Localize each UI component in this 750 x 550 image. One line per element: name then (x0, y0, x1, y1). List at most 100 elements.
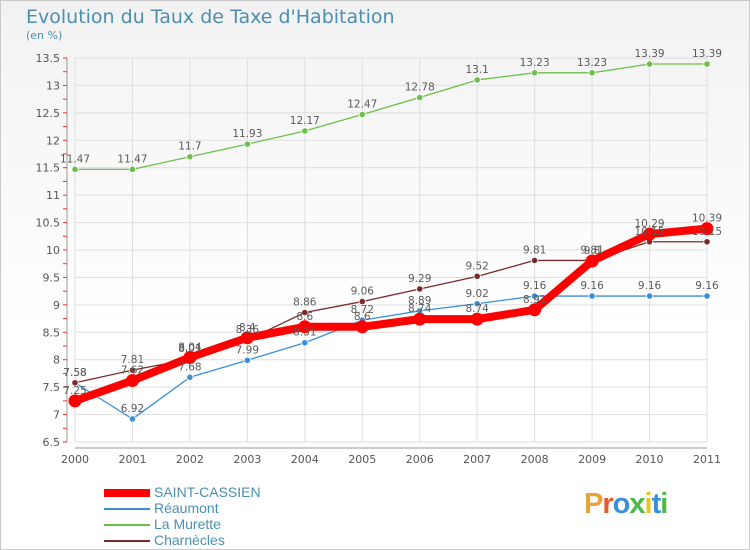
legend-label-reaumont: Réaumont (154, 500, 219, 516)
legend-swatch-reaumont (104, 508, 150, 510)
data-point (243, 140, 251, 148)
logo-letter: o (612, 488, 631, 520)
data-point (703, 60, 711, 68)
data-label: 9.16 (580, 280, 604, 292)
y-tick-label: 13.5 (36, 52, 61, 65)
data-point (645, 60, 654, 68)
data-label: 10.15 (635, 226, 665, 238)
data-point (413, 312, 427, 326)
data-label: 13.39 (635, 48, 665, 60)
data-point (301, 339, 309, 347)
series-line-la-murette (75, 63, 707, 171)
data-point (588, 292, 596, 300)
data-point (128, 165, 137, 173)
data-label: 8.6 (296, 311, 313, 323)
logo-letter: t (651, 488, 662, 520)
legend-label-saint-cassien: SAINT-CASSIEN (154, 484, 261, 500)
data-point (470, 312, 484, 326)
data-label: 10.15 (692, 226, 722, 238)
data-point (240, 331, 254, 345)
data-label: 7.68 (178, 361, 201, 373)
data-label: 8.4 (239, 322, 256, 334)
data-label: 6.92 (121, 403, 144, 415)
data-label: 7.81 (121, 354, 144, 366)
y-tick-label: 11.5 (36, 162, 61, 175)
data-label: 7.58 (63, 367, 86, 379)
data-point (473, 300, 481, 308)
data-label: 8.91 (523, 294, 546, 306)
data-label: 11.93 (232, 128, 262, 140)
data-label: 9.16 (638, 280, 662, 292)
data-point (186, 153, 194, 161)
data-label: 9.8 (584, 245, 601, 257)
data-point (128, 366, 137, 374)
data-label: 11.47 (117, 153, 147, 165)
data-label: 8.31 (293, 327, 316, 339)
data-label: 12.47 (347, 99, 377, 111)
data-point (700, 222, 714, 236)
data-point (128, 415, 137, 423)
data-point (703, 238, 711, 246)
data-label: 8.01 (178, 343, 201, 355)
series-line-saint-cassien (73, 224, 708, 405)
data-label: 8.04 (178, 342, 202, 354)
data-point (301, 127, 309, 135)
y-tick-label: 7 (53, 409, 60, 422)
data-point (473, 272, 481, 280)
y-tick-label: 8 (53, 354, 60, 367)
data-point (186, 373, 194, 381)
logo-letter: r (602, 488, 613, 520)
unit-label: (en %) (26, 29, 63, 42)
legend-label-la-murette: La Murette (154, 516, 221, 532)
data-point (473, 76, 481, 84)
data-point (358, 110, 366, 119)
x-tick-label: 2005 (348, 453, 376, 466)
data-point (531, 292, 539, 300)
y-tick-label: 10 (46, 244, 60, 257)
data-point (298, 320, 312, 334)
data-label: 9.29 (408, 273, 431, 285)
x-tick-label: 2008 (521, 453, 549, 466)
series-line-r-aumont (74, 295, 707, 420)
logo-letter: P (584, 488, 603, 520)
data-label: 9.16 (523, 280, 547, 292)
data-label: 11.7 (178, 141, 201, 153)
data-label: 9.16 (695, 280, 719, 292)
data-label: 9.52 (465, 260, 488, 272)
data-label: 8.72 (351, 304, 374, 316)
data-point (703, 292, 711, 300)
data-point (528, 303, 542, 317)
x-tick-label: 2009 (578, 453, 606, 466)
data-point (355, 320, 369, 334)
data-label: 12.17 (290, 115, 320, 127)
y-tick-label: 7.5 (43, 381, 61, 394)
y-tick-label: 8.5 (43, 326, 61, 339)
data-point (301, 308, 309, 317)
y-tick-label: 6.5 (43, 436, 61, 449)
data-point (588, 69, 596, 77)
data-label: 7.58 (63, 367, 86, 379)
x-tick-label: 2011 (693, 453, 721, 466)
y-tick-label: 10.5 (36, 217, 61, 230)
legend-swatch-saint-cassien (104, 489, 150, 497)
data-point (358, 297, 366, 306)
logo-letter: x (629, 488, 645, 520)
data-point (643, 227, 657, 241)
legend-label-charnecles: Charnècles (154, 532, 225, 548)
legend-swatch-la-murette (104, 524, 150, 526)
y-tick-label: 12 (46, 134, 60, 147)
x-tick-label: 2010 (636, 453, 664, 466)
data-label: 10.29 (635, 218, 665, 230)
data-point (645, 292, 654, 300)
data-point (71, 379, 79, 387)
x-tick-label: 2007 (463, 453, 491, 466)
data-label: 9.81 (580, 244, 603, 256)
data-point (416, 285, 424, 293)
y-tick-label: 13 (46, 79, 60, 92)
data-label: 8.6 (354, 311, 371, 323)
x-tick-label: 2001 (118, 453, 146, 466)
data-point (68, 394, 82, 408)
data-label: 11.47 (60, 153, 90, 165)
